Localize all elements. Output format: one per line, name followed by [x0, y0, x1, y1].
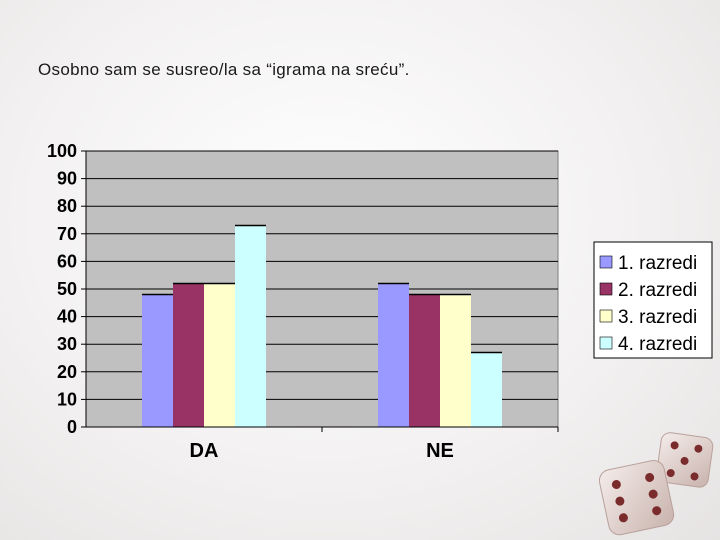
bar [173, 283, 204, 427]
legend-label: 4. razredi [618, 334, 697, 355]
y-tick-label: 10 [57, 389, 77, 409]
x-category-label: DA [190, 440, 219, 462]
bar [142, 294, 173, 427]
legend: 1. razredi 2. razredi 3. razredi 4. razredi [593, 241, 713, 359]
y-tick-label: 70 [57, 224, 77, 244]
bar [204, 283, 235, 427]
y-axis: 0 10 20 30 40 50 60 70 80 90 100 [47, 141, 87, 437]
legend-label: 1. razredi [618, 253, 697, 274]
y-tick-label: 80 [57, 196, 77, 216]
dice-icon [598, 432, 714, 536]
legend-swatch [599, 255, 613, 269]
slide-title: Osobno sam se susreo/la sa “igrama na sr… [38, 60, 410, 79]
y-tick-label: 0 [67, 417, 77, 437]
legend-box [593, 241, 713, 359]
legend-swatch [599, 336, 613, 350]
bars [142, 224, 502, 427]
x-category-label: NE [426, 440, 454, 462]
y-tick-label: 60 [57, 251, 77, 271]
bar [471, 352, 502, 427]
legend-label: 2. razredi [618, 280, 697, 301]
bar [235, 225, 266, 427]
y-tick-label: 30 [57, 334, 77, 354]
y-tick-label: 20 [57, 362, 77, 382]
y-tick-label: 50 [57, 279, 77, 299]
grid-lines [86, 150, 558, 400]
x-axis: DA NE [86, 426, 559, 462]
legend-swatch [599, 282, 613, 296]
y-tick-label: 100 [47, 141, 77, 161]
legend-swatch [599, 309, 613, 323]
bar [409, 294, 440, 427]
y-tick-label: 40 [57, 307, 77, 327]
y-tick-label: 90 [57, 169, 77, 189]
bar [440, 294, 471, 427]
bar [378, 283, 409, 427]
legend-label: 3. razredi [618, 307, 697, 328]
